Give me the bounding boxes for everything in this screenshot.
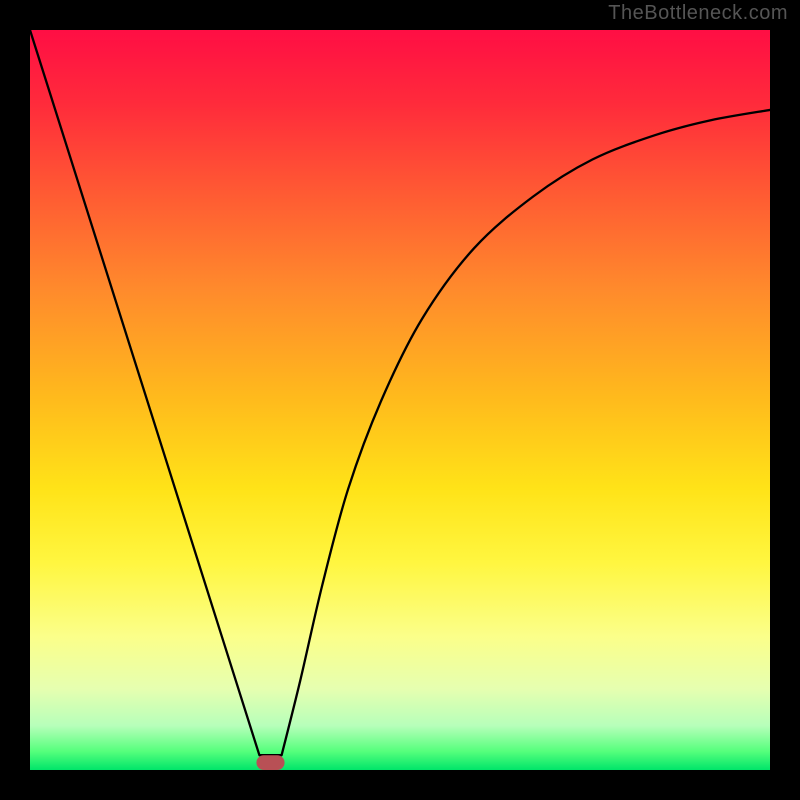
minimum-marker xyxy=(256,755,284,770)
chart-outer-frame: TheBottleneck.com xyxy=(0,0,800,800)
gradient-background xyxy=(30,30,770,770)
plot-area xyxy=(30,30,770,770)
watermark-text: TheBottleneck.com xyxy=(608,2,788,25)
bottleneck-chart-svg xyxy=(30,30,770,770)
